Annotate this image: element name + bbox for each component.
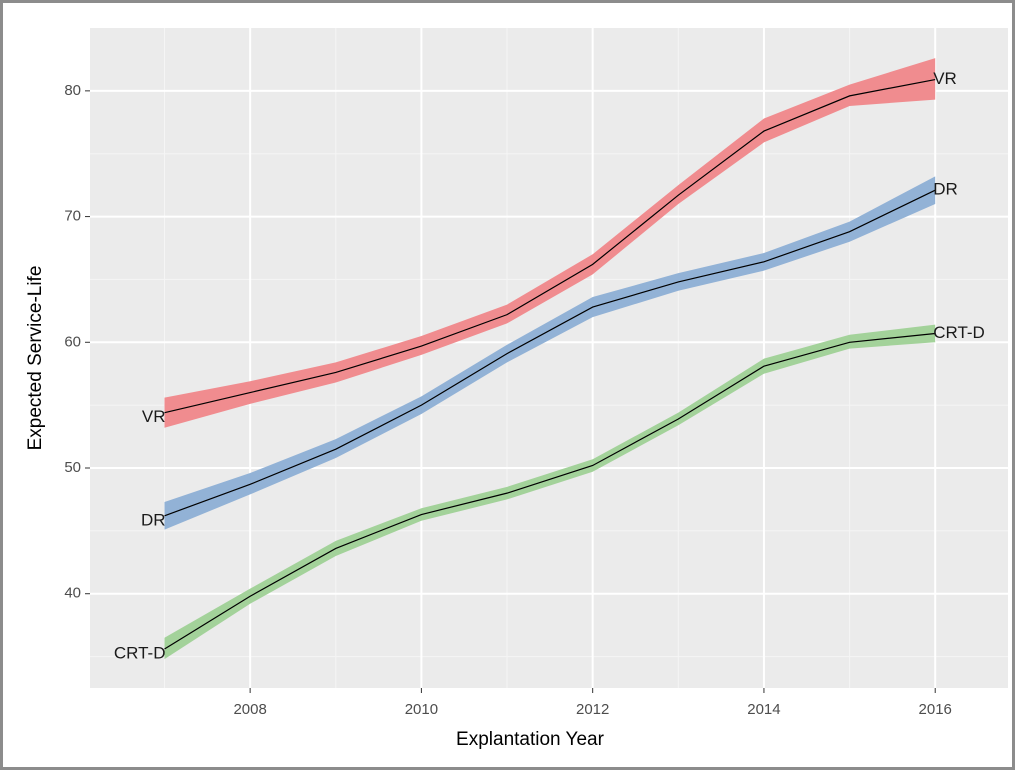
x-tick-label: 2014 [747, 701, 780, 718]
line [164, 189, 936, 517]
y-tick-label: 60 [64, 333, 81, 350]
confidence-band [164, 58, 936, 428]
x-tick-label: 2016 [919, 701, 952, 718]
series-label: VR [933, 69, 957, 88]
x-tick-label: 2008 [233, 701, 266, 718]
y-tick-label: 80 [64, 82, 81, 99]
series-label: VR [142, 407, 166, 426]
series-label: CRT-D [933, 323, 985, 342]
x-axis-label: Explantation Year [456, 729, 605, 750]
series-label: CRT-D [114, 644, 166, 663]
y-tick-label: 40 [64, 585, 81, 602]
line [164, 78, 936, 414]
y-tick-label: 70 [64, 208, 81, 225]
line [164, 332, 936, 650]
y-tick-label: 50 [64, 459, 81, 476]
series-label: DR [141, 510, 166, 529]
plot-panel [90, 28, 1008, 688]
series-label: DR [933, 180, 958, 199]
y-axis-label: Expected Service-Life [25, 266, 46, 451]
x-tick-label: 2012 [576, 701, 609, 718]
x-tick-label: 2010 [405, 701, 438, 718]
confidence-band [164, 176, 936, 530]
